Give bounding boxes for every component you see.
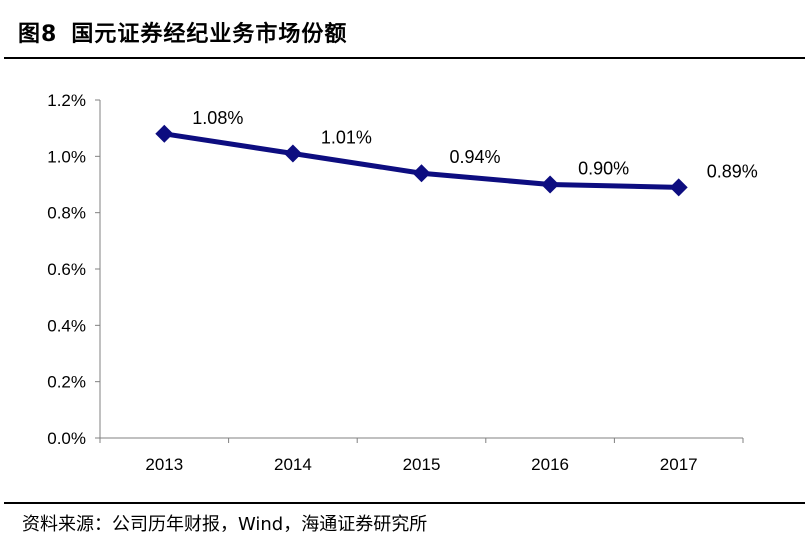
data-point-marker	[669, 178, 688, 197]
data-point-marker	[412, 164, 431, 183]
x-tick-label: 2017	[660, 455, 698, 474]
data-label: 0.90%	[578, 159, 629, 179]
y-tick-label: 0.6%	[47, 260, 86, 279]
y-tick-label: 0.4%	[47, 316, 86, 335]
data-point-marker	[283, 144, 302, 163]
x-tick-label: 2016	[531, 455, 569, 474]
x-tick-label: 2015	[403, 455, 441, 474]
x-tick-label: 2014	[274, 455, 312, 474]
figure-number: 图8	[18, 22, 58, 47]
data-point-marker	[541, 175, 560, 194]
y-tick-label: 0.2%	[47, 373, 86, 392]
bottom-rule	[4, 502, 805, 504]
y-tick-label: 1.2%	[47, 91, 86, 110]
top-rule	[4, 57, 805, 59]
figure-title-text: 国元证券经纪业务市场份额	[71, 22, 348, 47]
data-label: 1.01%	[321, 128, 372, 148]
y-tick-label: 0.0%	[47, 429, 86, 448]
y-tick-label: 1.0%	[47, 147, 86, 166]
data-label: 1.08%	[192, 108, 243, 128]
figure-title: 图8 国元证券经纪业务市场份额	[18, 16, 347, 48]
source-note: 资料来源：公司历年财报，Wind，海通证券研究所	[22, 514, 428, 535]
data-point-marker	[155, 124, 174, 143]
x-tick-label: 2013	[145, 455, 183, 474]
y-tick-label: 0.8%	[47, 204, 86, 223]
data-label: 0.94%	[450, 147, 501, 167]
data-label: 0.89%	[707, 161, 758, 181]
